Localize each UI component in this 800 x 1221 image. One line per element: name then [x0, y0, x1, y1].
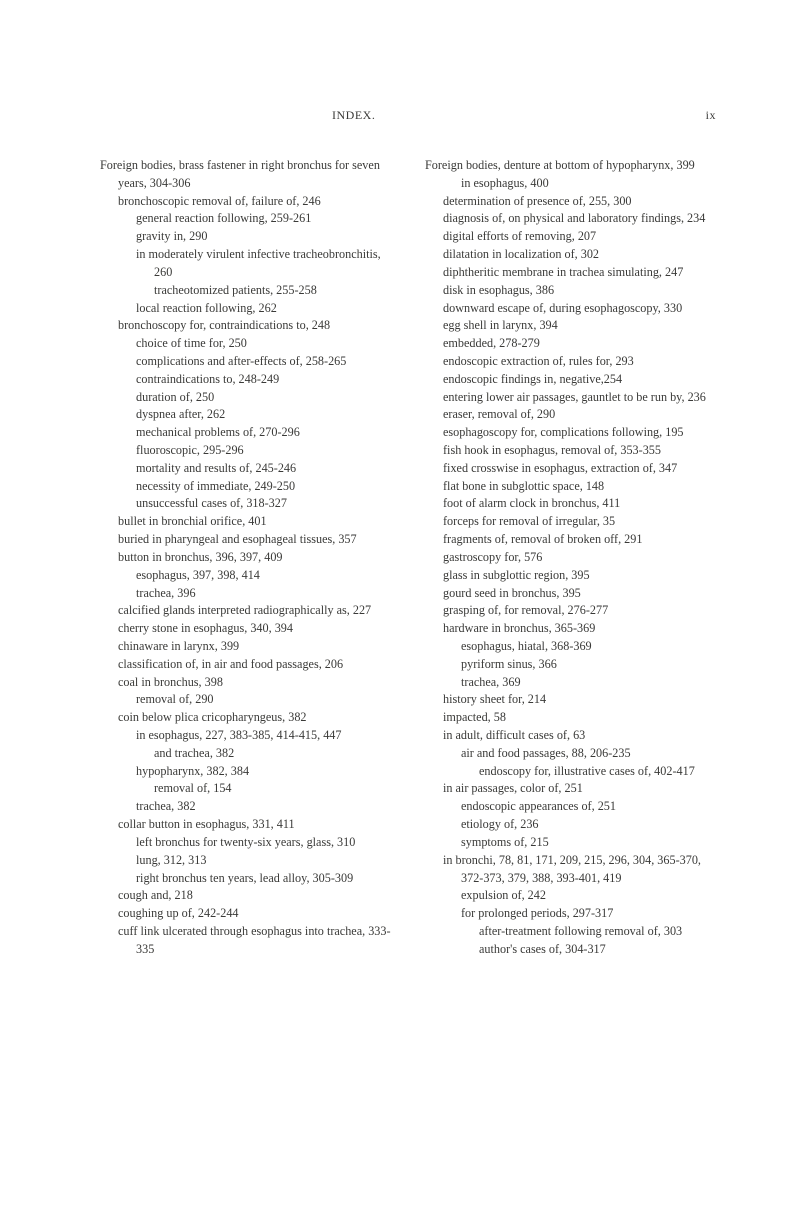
- index-entry: local reaction following, 262: [100, 300, 397, 318]
- index-entry: in moderately virulent infective tracheo…: [100, 246, 397, 282]
- index-entry: in bronchi, 78, 81, 171, 209, 215, 296, …: [425, 852, 722, 888]
- index-entry: removal of, 154: [100, 780, 397, 798]
- index-entry: glass in subglottic region, 395: [425, 567, 722, 585]
- page-header: INDEX. ix: [100, 108, 722, 123]
- index-entry: flat bone in subglottic space, 148: [425, 478, 722, 496]
- index-entry: egg shell in larynx, 394: [425, 317, 722, 335]
- index-entry: disk in esophagus, 386: [425, 282, 722, 300]
- index-entry: fish hook in esophagus, removal of, 353-…: [425, 442, 722, 460]
- index-entry: bronchoscopic removal of, failure of, 24…: [100, 193, 397, 211]
- index-entry: choice of time for, 250: [100, 335, 397, 353]
- index-entry: gourd seed in bronchus, 395: [425, 585, 722, 603]
- index-entry: unsuccessful cases of, 318-327: [100, 495, 397, 513]
- index-entry: dilatation in localization of, 302: [425, 246, 722, 264]
- index-entry: digital efforts of removing, 207: [425, 228, 722, 246]
- index-entry: endoscopic extraction of, rules for, 293: [425, 353, 722, 371]
- header-title: INDEX.: [332, 108, 375, 123]
- right-column: Foreign bodies, denture at bottom of hyp…: [421, 157, 722, 959]
- index-entry: dyspnea after, 262: [100, 406, 397, 424]
- index-entry: diagnosis of, on physical and laboratory…: [425, 210, 722, 228]
- index-entry: grasping of, for removal, 276-277: [425, 602, 722, 620]
- index-entry: for prolonged periods, 297-317: [425, 905, 722, 923]
- index-columns: Foreign bodies, brass fastener in right …: [100, 157, 722, 959]
- index-entry: collar button in esophagus, 331, 411: [100, 816, 397, 834]
- index-entry: author's cases of, 304-317: [425, 941, 722, 959]
- index-entry: in esophagus, 400: [425, 175, 722, 193]
- index-entry: esophagus, hiatal, 368-369: [425, 638, 722, 656]
- index-entry: mortality and results of, 245-246: [100, 460, 397, 478]
- index-entry: coal in bronchus, 398: [100, 674, 397, 692]
- index-entry: lung, 312, 313: [100, 852, 397, 870]
- index-entry: duration of, 250: [100, 389, 397, 407]
- left-column: Foreign bodies, brass fastener in right …: [100, 157, 401, 959]
- index-entry: fragments of, removal of broken off, 291: [425, 531, 722, 549]
- index-entry: bullet in bronchial orifice, 401: [100, 513, 397, 531]
- index-entry: Foreign bodies, brass fastener in right …: [100, 157, 397, 193]
- index-entry: tracheotomized patients, 255-258: [100, 282, 397, 300]
- index-entry: coin below plica cricopharyngeus, 382: [100, 709, 397, 727]
- index-entry: and trachea, 382: [100, 745, 397, 763]
- index-entry: trachea, 369: [425, 674, 722, 692]
- index-entry: complications and after-effects of, 258-…: [100, 353, 397, 371]
- index-entry: buried in pharyngeal and esophageal tiss…: [100, 531, 397, 549]
- index-entry: determination of presence of, 255, 300: [425, 193, 722, 211]
- index-entry: etiology of, 236: [425, 816, 722, 834]
- index-entry: symptoms of, 215: [425, 834, 722, 852]
- index-entry: cherry stone in esophagus, 340, 394: [100, 620, 397, 638]
- index-entry: esophagus, 397, 398, 414: [100, 567, 397, 585]
- index-entry: after-treatment following removal of, 30…: [425, 923, 722, 941]
- index-entry: foot of alarm clock in bronchus, 411: [425, 495, 722, 513]
- index-entry: cuff link ulcerated through esophagus in…: [100, 923, 397, 959]
- index-entry: trachea, 382: [100, 798, 397, 816]
- index-entry: trachea, 396: [100, 585, 397, 603]
- index-entry: endoscopic appearances of, 251: [425, 798, 722, 816]
- index-entry: history sheet for, 214: [425, 691, 722, 709]
- index-entry: fluoroscopic, 295-296: [100, 442, 397, 460]
- index-entry: coughing up of, 242-244: [100, 905, 397, 923]
- index-entry: embedded, 278-279: [425, 335, 722, 353]
- index-entry: in esophagus, 227, 383-385, 414-415, 447: [100, 727, 397, 745]
- index-entry: fixed crosswise in esophagus, extraction…: [425, 460, 722, 478]
- index-entry: endoscopy for, illustrative cases of, 40…: [425, 763, 722, 781]
- index-entry: pyriform sinus, 366: [425, 656, 722, 674]
- index-entry: esophagoscopy for, complications followi…: [425, 424, 722, 442]
- index-entry: gastroscopy for, 576: [425, 549, 722, 567]
- index-entry: right bronchus ten years, lead alloy, 30…: [100, 870, 397, 888]
- index-entry: forceps for removal of irregular, 35: [425, 513, 722, 531]
- index-entry: removal of, 290: [100, 691, 397, 709]
- index-entry: entering lower air passages, gauntlet to…: [425, 389, 722, 407]
- index-entry: left bronchus for twenty-six years, glas…: [100, 834, 397, 852]
- index-entry: eraser, removal of, 290: [425, 406, 722, 424]
- index-entry: classification of, in air and food passa…: [100, 656, 397, 674]
- index-entry: button in bronchus, 396, 397, 409: [100, 549, 397, 567]
- index-entry: mechanical problems of, 270-296: [100, 424, 397, 442]
- index-entry: necessity of immediate, 249-250: [100, 478, 397, 496]
- index-entry: bronchoscopy for, contraindications to, …: [100, 317, 397, 335]
- index-entry: Foreign bodies, denture at bottom of hyp…: [425, 157, 722, 175]
- index-entry: in adult, difficult cases of, 63: [425, 727, 722, 745]
- index-entry: hardware in bronchus, 365-369: [425, 620, 722, 638]
- index-entry: general reaction following, 259-261: [100, 210, 397, 228]
- index-entry: cough and, 218: [100, 887, 397, 905]
- index-entry: endoscopic findings in, negative,254: [425, 371, 722, 389]
- index-entry: air and food passages, 88, 206-235: [425, 745, 722, 763]
- index-entry: hypopharynx, 382, 384: [100, 763, 397, 781]
- index-entry: chinaware in larynx, 399: [100, 638, 397, 656]
- header-page-num: ix: [706, 108, 716, 123]
- index-entry: contraindications to, 248-249: [100, 371, 397, 389]
- index-entry: in air passages, color of, 251: [425, 780, 722, 798]
- index-entry: gravity in, 290: [100, 228, 397, 246]
- index-entry: expulsion of, 242: [425, 887, 722, 905]
- index-entry: calcified glands interpreted radiographi…: [100, 602, 397, 620]
- index-entry: diphtheritic membrane in trachea simulat…: [425, 264, 722, 282]
- index-entry: downward escape of, during esophagoscopy…: [425, 300, 722, 318]
- index-entry: impacted, 58: [425, 709, 722, 727]
